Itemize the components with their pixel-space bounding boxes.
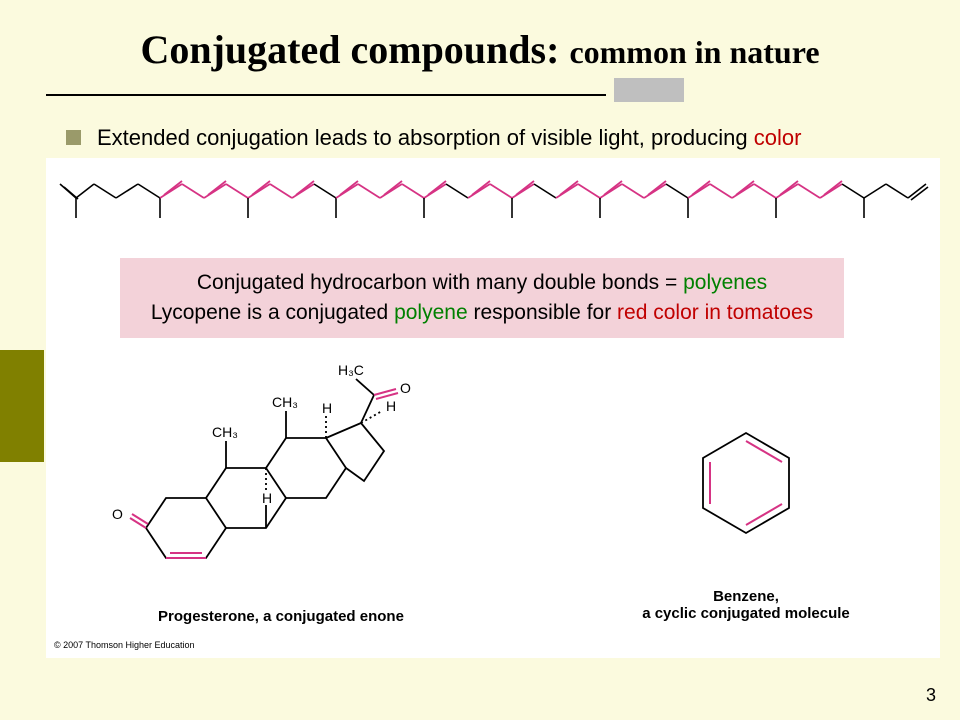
bullet-highlight: color (754, 125, 802, 150)
callout-box: Conjugated hydrocarbon with many double … (120, 258, 844, 338)
copyright-text: © 2007 Thomson Higher Education (54, 640, 195, 650)
callout-l2c: responsible for (468, 301, 617, 324)
accent-gray-bar (614, 78, 684, 102)
benzene-caption-l2: a cyclic conjugated molecule (642, 605, 850, 622)
callout-line1: Conjugated hydrocarbon with many double … (134, 268, 830, 298)
benzene-caption: Benzene, a cyclic conjugated molecule (616, 588, 876, 622)
callout-l2a: Lycopene is a conjugated (151, 301, 394, 324)
label-ch3a: CH₃ (212, 424, 238, 440)
figure-panel: O O H₃C CH₃ CH₃ H H H Progesterone, a co… (46, 158, 940, 658)
label-ch3b: CH₃ (272, 394, 298, 410)
progesterone-caption: Progesterone, a conjugated enone (116, 608, 446, 625)
progesterone-caption-bold: Progesterone, a conjugated enone (158, 608, 404, 625)
label-h3: H (386, 398, 396, 414)
lycopene-structure (46, 162, 940, 248)
label-h2: H (322, 400, 332, 416)
title-part2: common in nature (569, 34, 819, 70)
bullet-item: Extended conjugation leads to absorption… (66, 124, 910, 152)
callout-line2: Lycopene is a conjugated polyene respons… (134, 298, 830, 328)
slide-number: 3 (926, 685, 936, 706)
benzene-structure (686, 423, 806, 543)
callout-l1a: Conjugated hydrocarbon with many double … (197, 271, 683, 294)
left-olive-block (0, 350, 44, 462)
bullet-text: Extended conjugation leads to absorption… (97, 124, 801, 152)
progesterone-structure: O O H₃C CH₃ CH₃ H H H (106, 353, 456, 623)
title-underline (46, 94, 606, 96)
title-part1: Conjugated compounds: (140, 27, 569, 72)
benzene-caption-l1: Benzene, (713, 588, 779, 605)
callout-l2d: red color in tomatoes (617, 301, 813, 324)
label-o2: O (400, 380, 411, 396)
callout-l1b: polyenes (683, 271, 767, 294)
bullet-pre: Extended conjugation leads to absorption… (97, 125, 754, 150)
callout-l2b: polyene (394, 301, 468, 324)
slide-title: Conjugated compounds: common in nature (0, 26, 960, 73)
label-h3c: H₃C (338, 362, 364, 378)
label-o1: O (112, 506, 123, 522)
bullet-square-icon (66, 130, 81, 145)
slide: Conjugated compounds: common in nature E… (0, 0, 960, 720)
label-h1: H (262, 490, 272, 506)
